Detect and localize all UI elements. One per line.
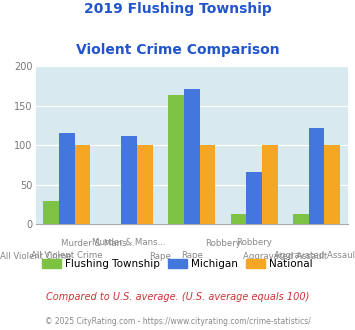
Text: All Violent Crime: All Violent Crime — [31, 251, 103, 260]
Bar — [43, 201, 59, 224]
Text: All Violent Crime: All Violent Crime — [0, 252, 71, 261]
Text: Rape: Rape — [181, 251, 203, 260]
Bar — [293, 214, 309, 224]
Text: Aggravated Assault: Aggravated Assault — [274, 251, 355, 260]
Bar — [168, 95, 184, 224]
Text: Compared to U.S. average. (U.S. average equals 100): Compared to U.S. average. (U.S. average … — [46, 292, 309, 302]
Text: 2019 Flushing Township: 2019 Flushing Township — [84, 2, 271, 16]
Bar — [137, 145, 153, 224]
Bar — [75, 145, 90, 224]
Text: Robbery: Robbery — [236, 238, 272, 247]
Bar — [184, 89, 200, 224]
Text: Aggravated Assault: Aggravated Assault — [243, 252, 328, 261]
Text: Murder & Mans...: Murder & Mans... — [92, 238, 166, 247]
Text: Rape: Rape — [149, 252, 171, 261]
Legend: Flushing Township, Michigan, National: Flushing Township, Michigan, National — [38, 254, 317, 273]
Bar — [59, 133, 75, 224]
Bar — [231, 214, 246, 224]
Bar — [200, 145, 215, 224]
Bar — [121, 136, 137, 224]
Text: Violent Crime Comparison: Violent Crime Comparison — [76, 43, 279, 57]
Text: Murder & Mans...: Murder & Mans... — [61, 239, 135, 248]
Bar — [246, 172, 262, 224]
Bar — [262, 145, 278, 224]
Bar — [309, 128, 324, 224]
Bar — [324, 145, 340, 224]
Text: Robbery: Robbery — [205, 239, 241, 248]
Text: © 2025 CityRating.com - https://www.cityrating.com/crime-statistics/: © 2025 CityRating.com - https://www.city… — [45, 317, 310, 326]
